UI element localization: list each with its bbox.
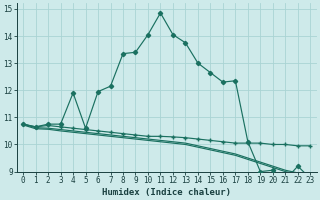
X-axis label: Humidex (Indice chaleur): Humidex (Indice chaleur) [102, 188, 231, 197]
